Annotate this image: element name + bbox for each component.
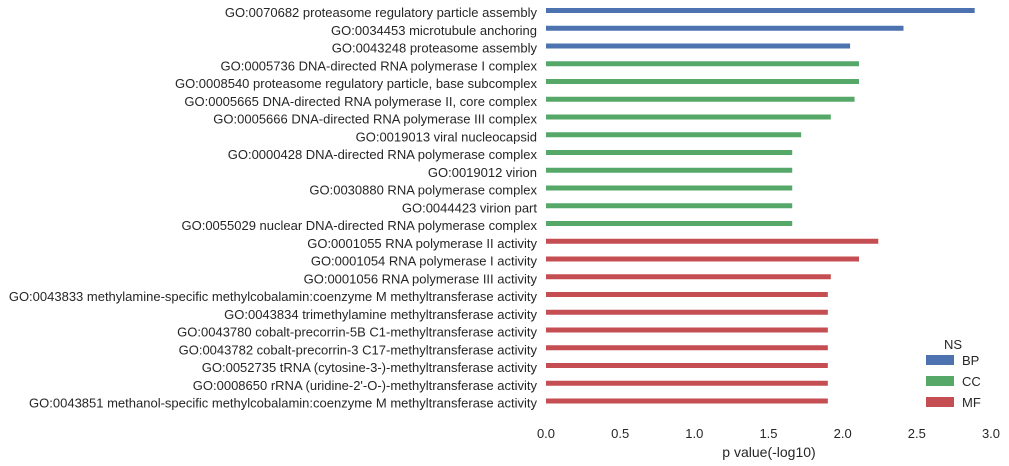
bar-mf [546,274,831,280]
term-label: GO:0043851 methanol-specific methylcobal… [29,396,537,411]
term-label: GO:0005666 DNA-directed RNA polymerase I… [213,112,537,127]
term-label: GO:0008650 rRNA (uridine-2'-O-)-methyltr… [193,378,538,393]
bar-mf [546,256,859,262]
bar-mf [546,398,828,404]
bar-cc [546,167,793,173]
bar-mf [546,363,828,368]
bar-mf [546,345,828,351]
x-ticks-group: 0.0 0.5 1.0 1.5 2.0 2.5 3.0 [537,426,1000,441]
x-tick-label: 2.5 [908,426,926,441]
legend: NS BP CC MF [926,337,981,410]
bar-mf [546,292,828,297]
term-label: GO:0070682 proteasome regulatory particl… [225,5,538,20]
bars-group [546,8,975,404]
x-tick-label: 0.5 [611,426,629,441]
term-label: GO:0000428 DNA-directed RNA polymerase c… [228,147,538,162]
term-label: GO:0001056 RNA polymerase III activity [304,271,538,286]
x-tick-label: 1.5 [759,426,777,441]
term-label: GO:0055029 nuclear DNA-directed RNA poly… [181,218,537,233]
bar-mf [546,309,828,315]
x-tick-label: 1.0 [685,426,703,441]
bar-cc [546,132,802,138]
term-label: GO:0034453 microtubule anchoring [331,23,537,38]
term-label: GO:0001055 RNA polymerase II activity [307,236,537,251]
bar-cc [546,96,855,102]
term-label: GO:0043782 cobalt-precorrin-3 C17-methyl… [179,342,538,357]
term-label: GO:0019013 viral nucleocapsid [356,129,537,144]
legend-swatch-bp [926,355,954,365]
term-label: GO:0043248 proteasome assembly [332,41,538,56]
bar-cc [546,79,859,84]
bar-cc [546,150,793,155]
term-label: GO:0052735 tRNA (cytosine-3-)-methyltran… [202,360,538,375]
bar-cc [546,203,793,209]
term-label: GO:0043834 trimethylamine methyltransfer… [224,307,537,322]
bar-cc [546,114,831,120]
term-label: GO:0005665 DNA-directed RNA polymerase I… [184,94,537,109]
term-label: GO:0001054 RNA polymerase I activity [311,254,538,269]
bar-bp [546,25,904,31]
term-label: GO:0030880 RNA polymerase complex [309,183,537,198]
legend-swatch-cc [926,376,954,386]
legend-label-cc: CC [962,374,981,389]
bar-cc [546,61,859,67]
legend-label-mf: MF [962,395,981,410]
bar-cc [546,185,793,191]
x-tick-label: 0.0 [537,426,555,441]
x-axis-label: p value(-log10) [722,444,815,460]
term-label: GO:0008540 proteasome regulatory particl… [175,76,538,91]
legend-label-bp: BP [962,353,979,368]
legend-swatch-mf [926,397,954,407]
bar-mf [546,380,828,386]
x-tick-label: 3.0 [982,426,1000,441]
term-label: GO:0043780 cobalt-precorrin-5B C1-methyl… [177,325,537,340]
bar-mf [546,327,828,333]
term-label: GO:0044423 virion part [402,200,538,215]
bar-mf [546,238,879,244]
term-labels-group: GO:0070682 proteasome regulatory particl… [9,5,538,411]
bar-bp [546,43,851,49]
term-label: GO:0043833 methylamine-specific methylco… [9,289,538,304]
term-label: GO:0019012 virion [428,165,537,180]
bar-cc [546,221,793,226]
bar-bp [546,8,975,13]
x-tick-label: 2.0 [834,426,852,441]
legend-title: NS [944,337,962,352]
term-label: GO:0005736 DNA-directed RNA polymerase I… [221,58,538,73]
